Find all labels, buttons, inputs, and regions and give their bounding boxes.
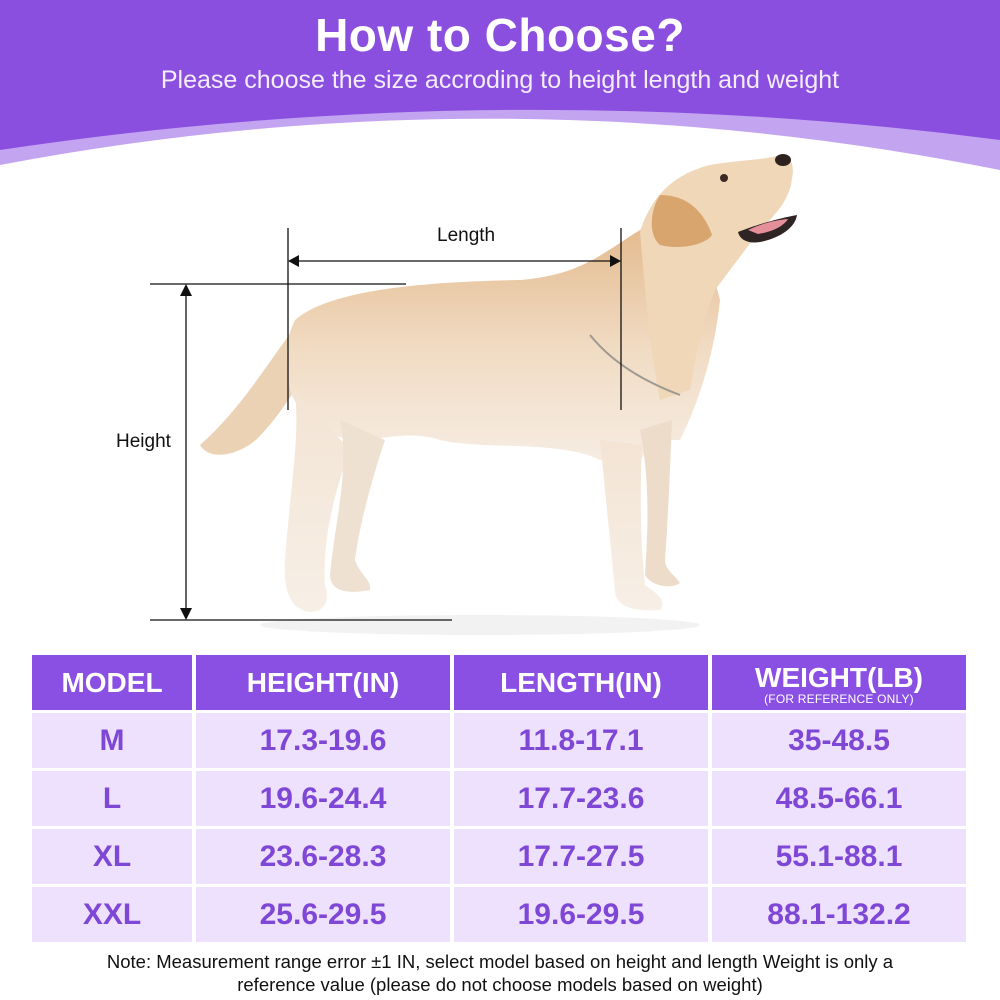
dog-measurement-figure: Length Height bbox=[0, 150, 1000, 650]
cell-model: L bbox=[32, 771, 192, 826]
cell-height: 23.6-28.3 bbox=[196, 829, 450, 884]
column-header-height: HEIGHT(IN) bbox=[196, 655, 450, 710]
weight-reference-note: (FOR REFERENCE ONLY) bbox=[764, 692, 914, 706]
dog-illustration bbox=[150, 154, 797, 635]
page-subtitle: Please choose the size accroding to heig… bbox=[160, 66, 840, 94]
cell-model: XXL bbox=[32, 887, 192, 942]
cell-model: M bbox=[32, 713, 192, 768]
size-table: MODEL HEIGHT(IN) LENGTH(IN) WEIGHT(LB) (… bbox=[32, 655, 966, 942]
measurement-note: Note: Measurement range error ±1 IN, sel… bbox=[0, 950, 1000, 996]
cell-height: 19.6-24.4 bbox=[196, 771, 450, 826]
cell-weight: 35-48.5 bbox=[712, 713, 966, 768]
cell-height: 17.3-19.6 bbox=[196, 713, 450, 768]
cell-length: 17.7-23.6 bbox=[454, 771, 708, 826]
cell-length: 11.8-17.1 bbox=[454, 713, 708, 768]
header-banner: How to Choose? Please choose the size ac… bbox=[0, 0, 1000, 200]
cell-model: XL bbox=[32, 829, 192, 884]
height-label: Height bbox=[116, 431, 171, 452]
cell-weight: 55.1-88.1 bbox=[712, 829, 966, 884]
banner-wave-shape bbox=[0, 0, 1000, 170]
column-header-weight: WEIGHT(LB) (FOR REFERENCE ONLY) bbox=[712, 655, 966, 710]
cell-length: 19.6-29.5 bbox=[454, 887, 708, 942]
cell-weight: 88.1-132.2 bbox=[712, 887, 966, 942]
cell-height: 25.6-29.5 bbox=[196, 887, 450, 942]
note-line-1: Note: Measurement range error ±1 IN, sel… bbox=[106, 951, 894, 972]
cell-weight: 48.5-66.1 bbox=[712, 771, 966, 826]
column-header-length: LENGTH(IN) bbox=[454, 655, 708, 710]
cell-length: 17.7-27.5 bbox=[454, 829, 708, 884]
page-title: How to Choose? bbox=[315, 9, 685, 61]
column-header-model: MODEL bbox=[32, 655, 192, 710]
note-line-2: reference value (please do not choose mo… bbox=[237, 974, 763, 995]
length-label: Length bbox=[437, 225, 496, 246]
